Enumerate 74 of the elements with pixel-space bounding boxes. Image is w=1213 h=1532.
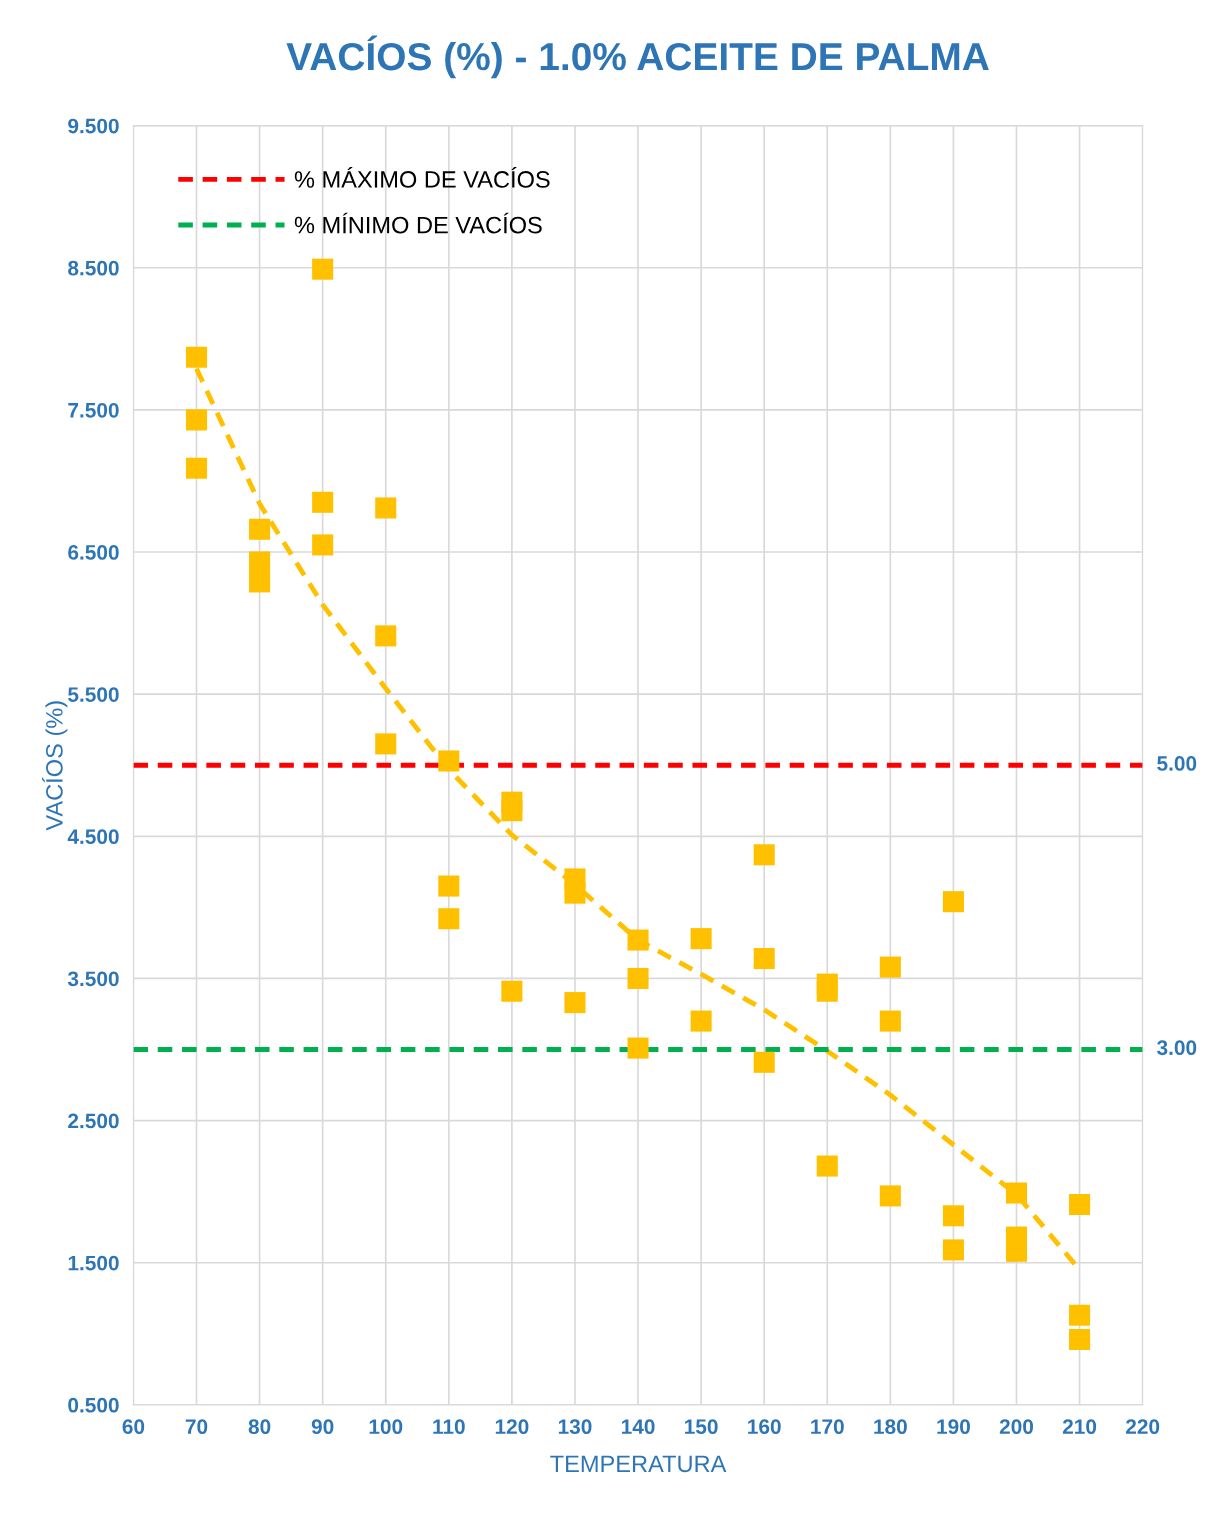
point	[375, 625, 397, 647]
point	[501, 980, 523, 1002]
point	[312, 491, 334, 513]
y-tick-label: 5.500	[68, 687, 119, 702]
x-tick-label: 120	[495, 1419, 529, 1435]
y-tick-label: 6.500	[68, 545, 119, 560]
data-label: 3.00	[1157, 1040, 1197, 1056]
point	[942, 891, 964, 913]
y-tick-label: 9.500	[68, 118, 119, 134]
point	[879, 956, 901, 978]
point	[564, 992, 586, 1014]
point	[312, 534, 334, 556]
point	[690, 928, 712, 950]
point	[185, 409, 208, 431]
x-tick-label: 140	[621, 1419, 655, 1435]
point	[753, 1051, 775, 1073]
point	[312, 258, 334, 280]
point	[753, 844, 775, 866]
legend-label: % MÍNIMO DE VACÍOS	[294, 212, 542, 234]
point	[1069, 1193, 1091, 1215]
y-tick-label: 2.500	[68, 1113, 119, 1129]
point	[1005, 1182, 1028, 1204]
point	[1069, 1328, 1091, 1350]
point	[1005, 1240, 1028, 1262]
point	[375, 497, 397, 519]
y-tick-label: 0.500	[68, 1397, 119, 1413]
point	[375, 733, 397, 755]
chart-title: VACÍOS (%) - 1.0% ACEITE DE PALMA	[286, 35, 989, 79]
x-tick-label: 180	[874, 1419, 907, 1435]
point	[249, 518, 271, 540]
x-axis-title: TEMPERATURA	[550, 1455, 727, 1473]
x-tick-label: 90	[311, 1419, 334, 1435]
point	[438, 908, 460, 930]
point	[690, 1010, 712, 1032]
x-tick-label: 130	[558, 1419, 592, 1435]
x-tick-label: 110	[433, 1419, 465, 1435]
point	[627, 929, 649, 951]
y-tick-label: 8.500	[68, 260, 119, 276]
point	[816, 980, 838, 1002]
point	[753, 948, 775, 970]
point	[249, 551, 271, 573]
point	[438, 750, 460, 772]
x-tick-label: 60	[122, 1419, 145, 1435]
x-tick-label: 190	[937, 1419, 970, 1435]
point	[501, 800, 523, 822]
y-axis-title: VACÍOS (%)	[42, 701, 68, 831]
point	[942, 1205, 964, 1227]
point	[1069, 1304, 1091, 1326]
point	[249, 571, 271, 593]
point	[879, 1185, 901, 1207]
point	[564, 882, 586, 904]
y-tick-label: 1.500	[68, 1255, 119, 1271]
point	[438, 875, 460, 897]
x-tick-label: 80	[248, 1419, 271, 1435]
x-tick-label: 200	[999, 1419, 1034, 1435]
y-tick-label: 4.500	[67, 829, 119, 845]
legend-label: % MÁXIMO DE VACÍOS	[294, 167, 550, 188]
point	[879, 1010, 901, 1032]
y-tick-label: 7.500	[68, 402, 119, 418]
x-tick-label: 100	[369, 1419, 403, 1435]
point	[627, 1037, 649, 1059]
y-tick-label: 3.500	[67, 971, 119, 987]
point	[185, 457, 208, 479]
x-tick-label: 210	[1062, 1419, 1097, 1435]
x-tick-label: 170	[811, 1419, 844, 1435]
x-tick-label: 160	[748, 1419, 781, 1435]
x-tick-label: 150	[685, 1419, 718, 1435]
point	[627, 967, 649, 989]
x-tick-label: 220	[1125, 1419, 1160, 1435]
x-tick-label: 70	[185, 1419, 208, 1435]
point	[942, 1239, 964, 1261]
point	[816, 1155, 838, 1177]
point	[185, 346, 208, 368]
data-label: 5.00	[1157, 756, 1197, 771]
